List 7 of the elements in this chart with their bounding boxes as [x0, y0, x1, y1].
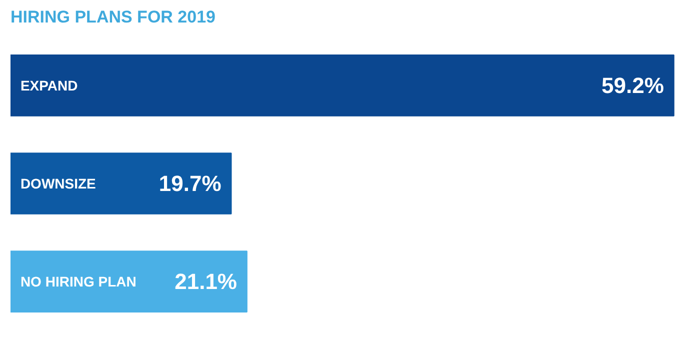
data-label: 21.1%: [174, 269, 237, 294]
data-label: 59.2%: [602, 72, 664, 98]
chart-title: HIRING PLANS FOR 2019: [10, 8, 216, 26]
y-tick-label: NO HIRING PLAN: [20, 274, 136, 290]
y-tick-label: EXPAND: [20, 77, 78, 94]
data-label: 19.7%: [158, 171, 222, 196]
y-tick-label: DOWNSIZE: [20, 176, 96, 192]
